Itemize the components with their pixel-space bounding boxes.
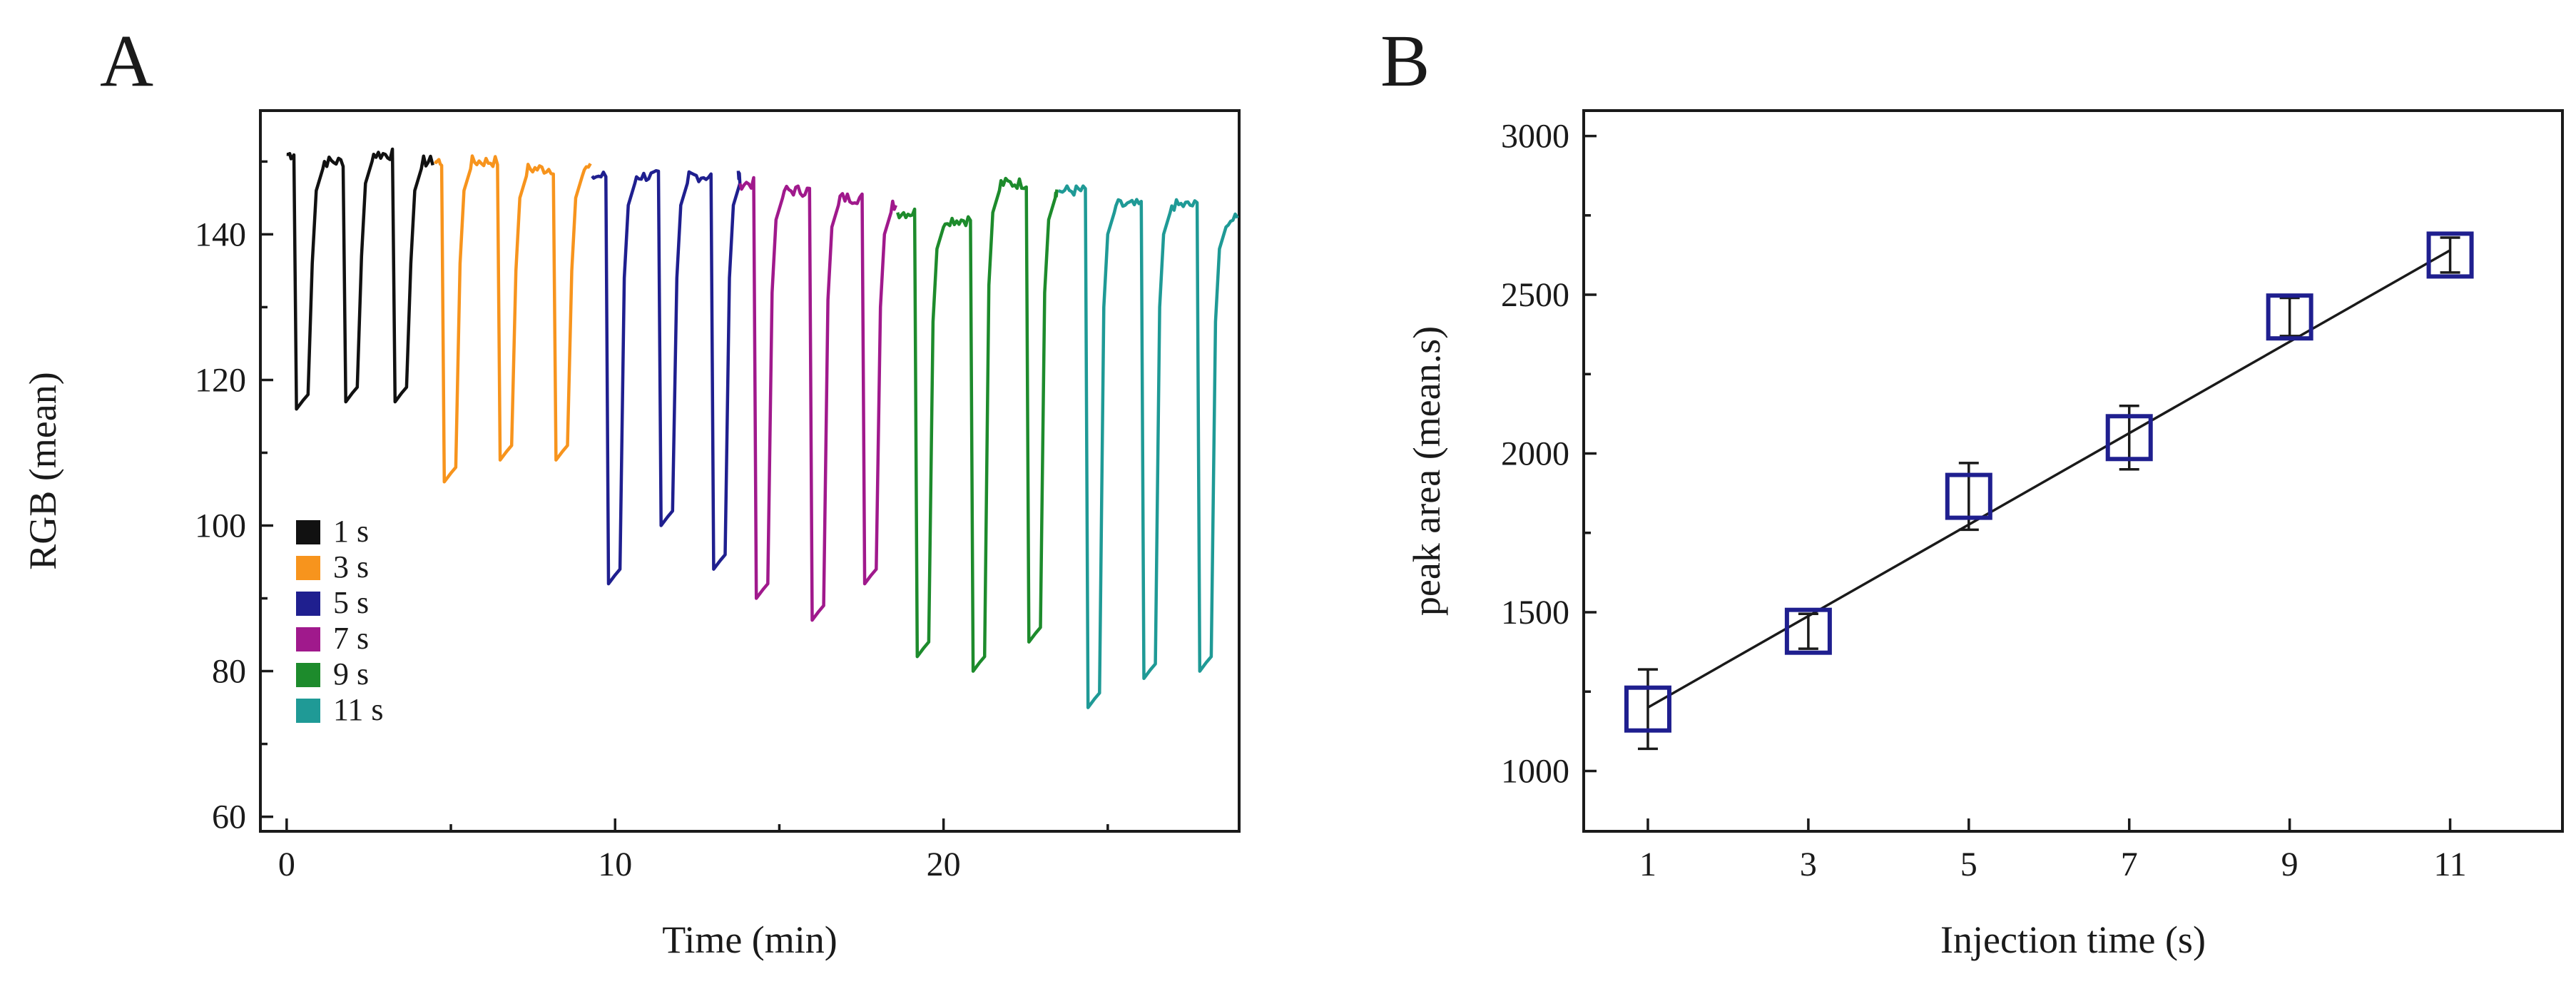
panel-a-y-tick-label: 100 [195, 507, 246, 545]
panel-b-square-marker [1945, 472, 1992, 520]
panel-a-y-tick-label: 60 [212, 798, 246, 836]
panel-a-legend-swatch-2 [296, 592, 320, 616]
panel-b-letter: B [1380, 20, 1430, 102]
panel-a-series-line-3 [738, 176, 897, 622]
panel-b: B 1 3 5 7 9 11 1000 1500 2000 2500 3000 Injection … [1380, 20, 2564, 961]
panel-b-square-marker [1624, 685, 1671, 733]
panel-b-data-point-2 [1945, 462, 1992, 532]
panel-a-legend-label-0: 1 s [333, 514, 369, 549]
panel-a-legend-label-5: 11 s [333, 692, 384, 727]
panel-a-letter: A [100, 20, 153, 102]
panel-b-x-tick-label: 9 [2281, 846, 2298, 883]
panel-a-y-tick-label: 120 [195, 361, 246, 399]
panel-b-y-tick-label: 1500 [1501, 594, 1569, 632]
panel-a-legend-label-2: 5 s [333, 585, 369, 620]
panel-a-legend-swatch-5 [296, 699, 320, 723]
panel-b-fit-line [1647, 249, 2451, 709]
panel-b-data-point-0 [1624, 668, 1671, 751]
panel-b-ticks: 1 3 5 7 9 11 1000 1500 2000 2500 3000 [1501, 118, 2467, 883]
panel-a-series-line-2 [591, 168, 742, 586]
panel-b-x-tick-label: 5 [1960, 846, 1977, 883]
panel-b-y-tick-label: 3000 [1501, 118, 1569, 156]
panel-b-y-tick-label: 2500 [1501, 276, 1569, 314]
panel-a-series-group [286, 147, 1239, 709]
panel-a-legend-label-1: 3 s [333, 549, 369, 584]
panel-a-series-line-0 [286, 147, 434, 411]
panel-a-series-line-1 [433, 154, 592, 484]
panel-a-legend-swatch-4 [296, 663, 320, 687]
panel-b-y-tick-label: 2000 [1501, 435, 1569, 473]
panel-b-data-point-5 [2426, 231, 2474, 279]
panel-b-square-marker [2426, 231, 2474, 279]
panel-b-square-marker [2105, 414, 2153, 462]
panel-b-x-tick-label: 7 [2121, 846, 2138, 883]
panel-a-legend-label-4: 9 s [333, 656, 369, 691]
panel-a-x-tick-label: 10 [598, 846, 632, 883]
panel-a-legend-swatch-0 [296, 520, 320, 544]
panel-a-legend-label-3: 7 s [333, 621, 369, 656]
panel-a-x-tick-label: 0 [278, 846, 295, 883]
panel-a-x-tick-label: 20 [927, 846, 961, 883]
panel-b-x-tick-label: 1 [1639, 846, 1656, 883]
panel-a-ticks: 0 10 20 60 80 100 120 140 [195, 160, 1109, 883]
panel-a-x-axis-title: Time (min) [662, 918, 838, 961]
panel-b-x-tick-label: 11 [2433, 846, 2466, 883]
panel-b-square-marker [2266, 293, 2313, 341]
panel-a-y-axis-title: RGB (mean) [21, 372, 64, 569]
panel-b-points [1624, 231, 2474, 751]
panel-a-y-tick-label: 140 [195, 215, 246, 253]
panel-b-square-marker [1784, 607, 1832, 655]
panel-a-plot-frame [259, 109, 1241, 833]
panel-b-data-point-3 [2105, 405, 2153, 471]
panel-b-x-tick-label: 3 [1800, 846, 1817, 883]
panel-a-y-tick-label: 80 [212, 653, 246, 691]
panel-b-y-tick-label: 1000 [1501, 752, 1569, 790]
panel-a-series-line-4 [896, 176, 1059, 673]
panel-b-x-axis-title: Injection time (s) [1940, 918, 2206, 961]
panel-a-legend-swatch-3 [296, 627, 320, 651]
panel-b-y-axis-title: peak area (mean.s) [1405, 326, 1448, 616]
panel-a-legend-swatch-1 [296, 556, 320, 580]
panel-b-plot-frame [1582, 109, 2564, 833]
panel-b-data-point-4 [2266, 293, 2313, 341]
panel-a-series-line-5 [1057, 184, 1239, 709]
panel-b-data-point-1 [1784, 607, 1832, 655]
panel-a-legend: 1 s3 s5 s7 s9 s11 s [296, 514, 384, 727]
panel-a: A 0 10 20 60 80 100 120 140 1 s3 s5 s7 s9 s11 s… [21, 20, 1241, 961]
